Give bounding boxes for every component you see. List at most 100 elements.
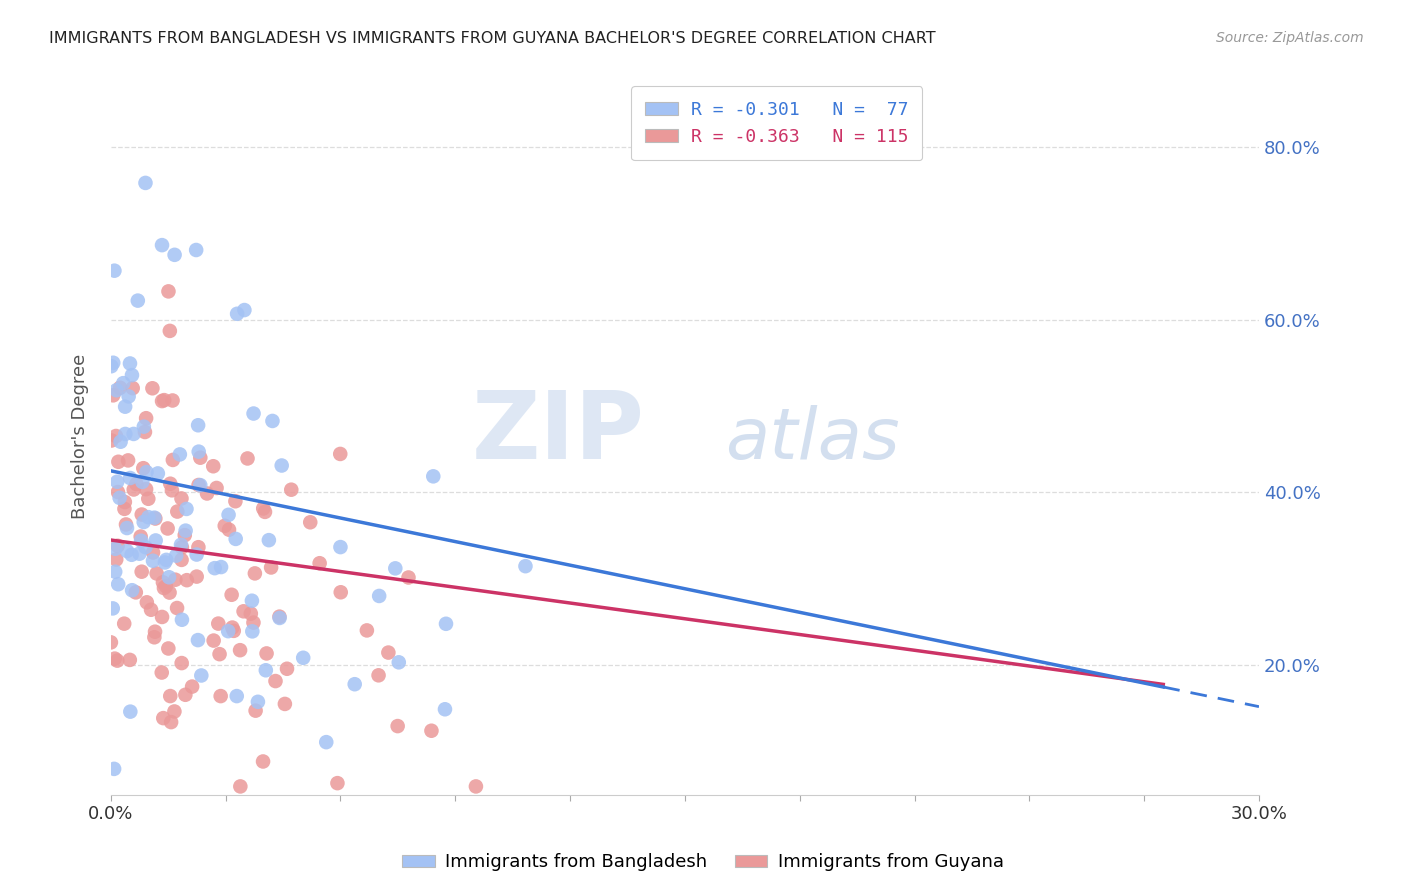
Point: [252, 755, 274, 769]
Point: [222, 624, 245, 638]
Point: [153, 393, 176, 408]
Point: [308, 556, 330, 570]
Point: [186, 548, 208, 562]
Point: [329, 585, 352, 599]
Point: [114, 495, 136, 509]
Point: [100, 434, 122, 448]
Point: [398, 570, 420, 584]
Point: [269, 611, 291, 625]
Point: [242, 615, 264, 630]
Point: [143, 624, 166, 639]
Point: [118, 356, 141, 370]
Point: [157, 641, 180, 656]
Point: [150, 610, 173, 624]
Point: [135, 465, 157, 479]
Point: [232, 604, 254, 618]
Point: [254, 663, 277, 677]
Point: [387, 719, 409, 733]
Point: [125, 477, 148, 491]
Point: [204, 561, 226, 575]
Point: [120, 705, 142, 719]
Point: [159, 585, 181, 599]
Point: [224, 494, 246, 508]
Point: [384, 561, 406, 575]
Point: [434, 616, 457, 631]
Point: [131, 475, 153, 489]
Point: [221, 588, 243, 602]
Point: [162, 453, 184, 467]
Point: [127, 293, 149, 308]
Point: [242, 407, 264, 421]
Point: [146, 467, 169, 481]
Point: [152, 575, 174, 590]
Point: [188, 450, 211, 465]
Point: [143, 510, 166, 524]
Point: [131, 508, 153, 522]
Point: [104, 541, 127, 556]
Point: [170, 613, 193, 627]
Point: [174, 524, 197, 538]
Point: [170, 656, 193, 670]
Point: [115, 517, 138, 532]
Point: [274, 697, 297, 711]
Point: [218, 523, 240, 537]
Point: [118, 653, 141, 667]
Point: [128, 547, 150, 561]
Point: [121, 368, 143, 383]
Point: [174, 688, 197, 702]
Y-axis label: Bachelor's Degree: Bachelor's Degree: [72, 353, 89, 519]
Point: [136, 491, 159, 506]
Point: [188, 478, 211, 492]
Point: [388, 656, 411, 670]
Point: [226, 307, 249, 321]
Point: [112, 616, 135, 631]
Point: [159, 324, 181, 338]
Point: [134, 425, 156, 439]
Point: [186, 569, 208, 583]
Point: [105, 383, 128, 397]
Point: [209, 689, 232, 703]
Point: [187, 478, 209, 492]
Point: [135, 595, 157, 609]
Point: [121, 548, 143, 562]
Point: [135, 540, 157, 554]
Point: [129, 533, 152, 548]
Point: [122, 483, 145, 497]
Point: [107, 539, 129, 553]
Point: [108, 381, 131, 395]
Point: [221, 621, 243, 635]
Point: [240, 593, 263, 607]
Point: [207, 616, 229, 631]
Point: [367, 668, 389, 682]
Point: [100, 635, 122, 649]
Point: [236, 451, 259, 466]
Point: [239, 607, 262, 621]
Point: [162, 393, 184, 408]
Point: [262, 414, 284, 428]
Point: [121, 583, 143, 598]
Legend: R = -0.301   N =  77, R = -0.363   N = 115: R = -0.301 N = 77, R = -0.363 N = 115: [631, 87, 922, 161]
Point: [225, 689, 247, 703]
Point: [150, 238, 173, 252]
Point: [356, 624, 378, 638]
Point: [138, 510, 160, 524]
Point: [101, 601, 124, 615]
Point: [253, 505, 276, 519]
Point: [110, 434, 132, 449]
Point: [114, 427, 136, 442]
Point: [157, 285, 180, 299]
Point: [176, 502, 198, 516]
Point: [170, 541, 193, 555]
Point: [107, 485, 129, 500]
Point: [103, 762, 125, 776]
Point: [155, 553, 177, 567]
Point: [225, 532, 247, 546]
Point: [269, 609, 291, 624]
Point: [150, 665, 173, 680]
Point: [170, 538, 193, 552]
Point: [103, 263, 125, 277]
Point: [163, 705, 186, 719]
Point: [105, 654, 128, 668]
Point: [202, 459, 225, 474]
Point: [326, 776, 349, 790]
